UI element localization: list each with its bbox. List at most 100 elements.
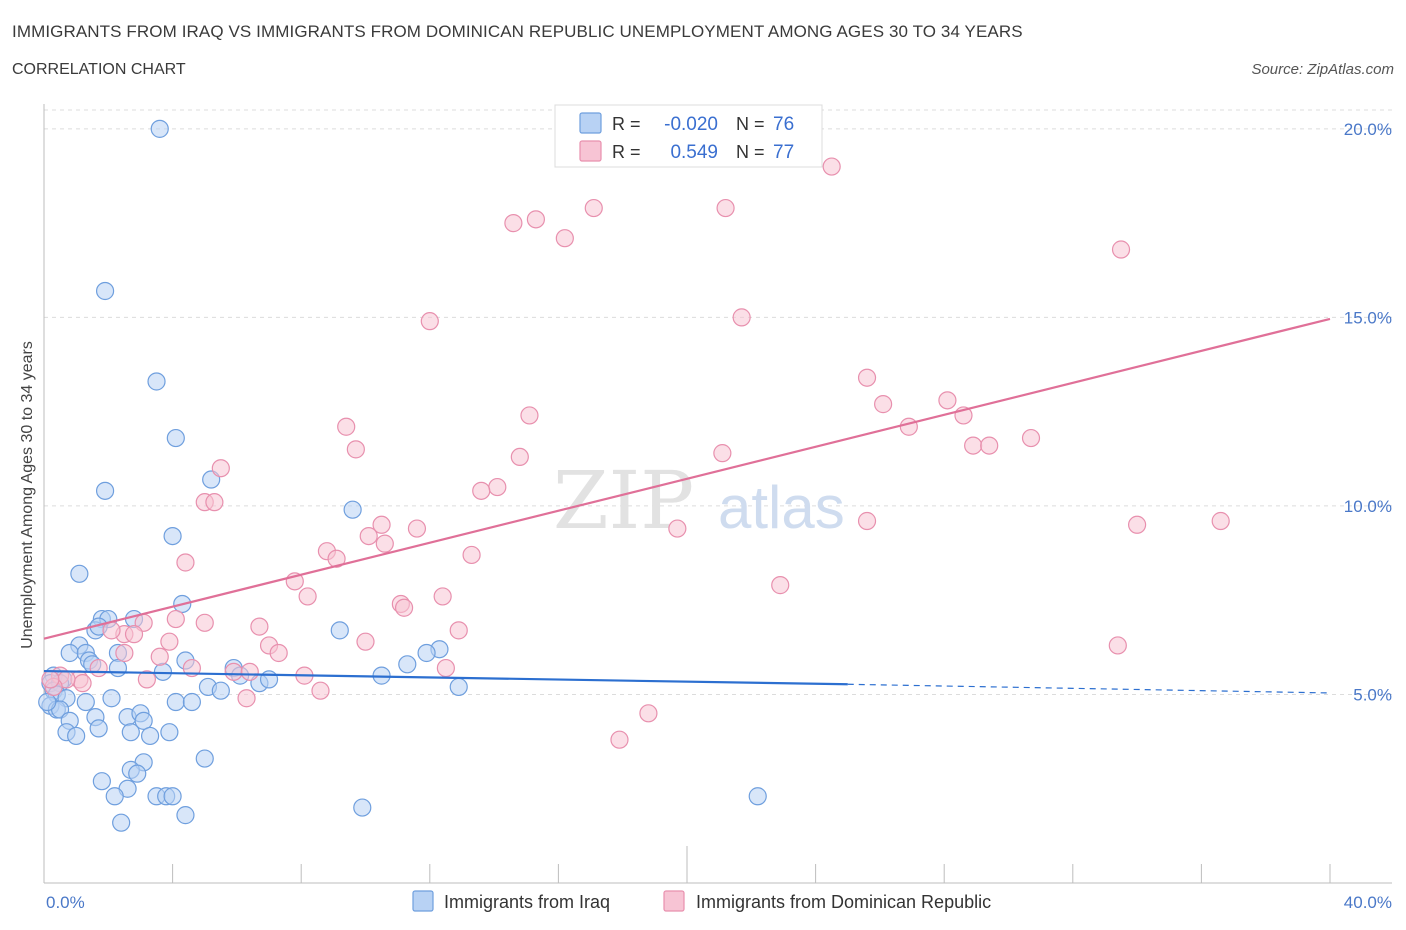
dominican-point	[205, 493, 224, 512]
iraq-point	[95, 481, 115, 500]
dominican-point	[1111, 240, 1131, 259]
dominican-point	[240, 662, 259, 681]
iraq-point	[330, 621, 349, 640]
dominican-point	[555, 229, 574, 248]
trend-lines	[43, 317, 1331, 694]
x-tick-label-max: 40.0%	[1344, 893, 1392, 912]
dominican-point	[504, 214, 523, 233]
dominican-point	[311, 681, 330, 700]
legend-r-value-dominican: 0.549	[670, 142, 718, 163]
iraq-point	[160, 723, 179, 742]
iraq-point	[95, 281, 115, 301]
iraq-point	[195, 749, 214, 768]
iraq-point	[211, 681, 230, 700]
legend-n-value-dominican: 77	[773, 142, 794, 163]
iraq-trend-line-extension	[847, 683, 1331, 694]
dominican-point	[150, 647, 169, 666]
dominican-point	[488, 477, 507, 497]
dominican-point	[822, 157, 841, 176]
dominican-point	[160, 632, 179, 651]
dominican-point	[1108, 636, 1127, 655]
series-legend-swatch-dominican	[663, 890, 685, 912]
dominican-point	[584, 198, 603, 218]
series-legend-label-dominican: Immigrants from Dominican Republic	[696, 892, 991, 912]
y-tick-label: 10.0%	[1344, 497, 1392, 516]
y-axis-label: Unemployment Among Ages 30 to 34 years	[19, 341, 36, 649]
dominican-point	[182, 658, 201, 678]
dominican-point	[176, 553, 195, 572]
dominican-point	[462, 545, 481, 565]
dominican-point	[716, 198, 735, 218]
iraq-point	[150, 119, 169, 138]
dominican-point	[346, 440, 365, 459]
tick-labels: 5.0% 10.0% 15.0% 20.0% 0.0% 40.0%	[46, 120, 1392, 912]
dominican-point	[124, 625, 144, 644]
iraq-point	[166, 692, 185, 712]
dominican-point	[449, 621, 468, 640]
legend-r-label-dominican: R =	[612, 142, 641, 162]
iraq-point	[134, 711, 153, 730]
iraq-point	[153, 662, 173, 681]
iraq-point	[398, 655, 417, 674]
chart-subtitle: CORRELATION CHART	[12, 61, 186, 78]
dominican-points	[41, 157, 1230, 749]
iraq-point	[105, 787, 124, 806]
dominican-point	[857, 511, 877, 531]
iraq-point	[38, 692, 57, 712]
iraq-point	[353, 798, 372, 817]
dominican-point	[137, 670, 156, 689]
dominican-point	[610, 730, 629, 749]
dominican-point	[668, 519, 687, 538]
dominican-point	[899, 417, 918, 436]
dominican-point	[938, 391, 957, 410]
y-tick-label: 15.0%	[1344, 308, 1392, 327]
iraq-point	[163, 787, 182, 806]
watermark-atlas: atlas	[718, 474, 845, 541]
dominican-point	[436, 658, 455, 678]
dominican-point	[372, 515, 391, 534]
dominican-point	[472, 481, 491, 500]
dominican-point	[298, 587, 317, 606]
iraq-point	[102, 689, 121, 708]
legend-r-label-iraq: R =	[612, 114, 641, 134]
iraq-point	[89, 719, 108, 738]
dominican-point	[73, 674, 92, 693]
dominican-point	[857, 368, 877, 387]
dominican-point	[356, 632, 375, 651]
dominican-point	[394, 598, 414, 617]
dominican-point	[337, 417, 356, 436]
dominican-point	[115, 643, 134, 663]
iraq-point	[259, 670, 279, 689]
legend-n-label-iraq: N =	[736, 114, 765, 134]
iraq-point	[108, 658, 128, 678]
iraq-point	[449, 677, 468, 697]
dominican-point	[211, 459, 230, 478]
dominican-point	[510, 447, 529, 467]
stats-legend: R = -0.020 N = 76 R = 0.549 N = 77	[554, 104, 823, 168]
iraq-point	[70, 564, 89, 583]
dominican-point	[327, 549, 346, 568]
legend-r-value-iraq: -0.020	[664, 114, 718, 135]
dominican-point	[237, 689, 256, 708]
series-legend-swatch-iraq	[412, 890, 434, 912]
iraq-trend-line	[43, 669, 848, 686]
iraq-point	[76, 692, 95, 712]
dominican-point	[520, 406, 539, 425]
iraq-point	[140, 726, 160, 746]
x-tick-label-min: 0.0%	[46, 893, 85, 912]
iraq-point	[163, 526, 182, 546]
legend-n-label-dominican: N =	[736, 142, 765, 162]
axes	[43, 104, 1392, 884]
dominican-point	[1211, 511, 1230, 531]
dominican-point	[89, 658, 108, 678]
legend-swatch-dominican	[579, 140, 602, 162]
dominican-point	[375, 534, 394, 553]
source-label: Source: ZipAtlas.com	[1251, 61, 1394, 78]
dominican-point	[980, 436, 999, 455]
iraq-point	[748, 787, 767, 806]
dominican-point	[224, 662, 243, 681]
dominican-point	[526, 210, 545, 229]
dominican-point	[639, 704, 658, 723]
legend-swatch-iraq	[579, 112, 602, 134]
dominican-point	[195, 613, 214, 632]
